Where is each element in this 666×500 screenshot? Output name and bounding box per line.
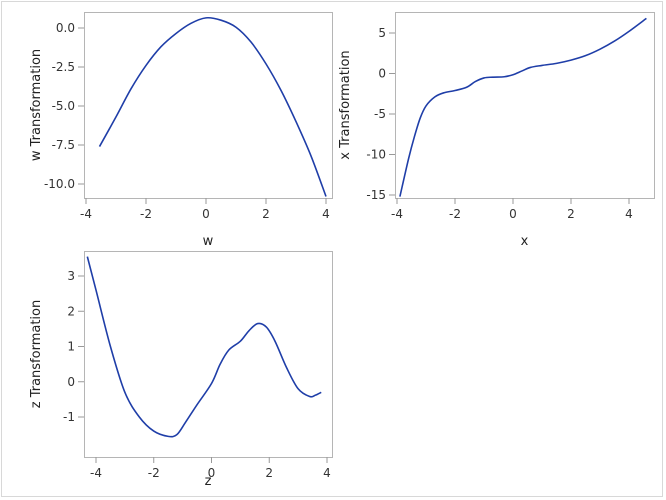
- x-tick-label: -4: [391, 207, 403, 221]
- plot-frame: [84, 251, 333, 458]
- y-tick-label: -2.5: [52, 60, 75, 74]
- x-tick-label: -2: [148, 466, 160, 480]
- x-tick-label: 4: [625, 207, 633, 221]
- y-tick-label: 0: [67, 375, 75, 389]
- x-tick-label: 4: [323, 466, 331, 480]
- series-line: [98, 16, 327, 197]
- x-tick-label: -4: [80, 207, 92, 221]
- y-tick-label: 2: [67, 304, 75, 318]
- x-tick-label: 2: [262, 207, 270, 221]
- y-axis-label: x Transformation: [338, 50, 353, 159]
- y-tick-label: -5.0: [52, 99, 75, 113]
- y-tick-label: -5: [374, 107, 386, 121]
- y-tick-label: 0.0: [56, 21, 75, 35]
- y-tick-label: 0: [378, 67, 386, 81]
- y-tick-label: 1: [67, 340, 75, 354]
- y-tick-label: -1: [63, 410, 75, 424]
- x-tick-label: 0: [509, 207, 517, 221]
- y-tick-label: -15: [366, 188, 386, 202]
- x-tick-label: 2: [567, 207, 575, 221]
- y-tick-label: 3: [67, 269, 75, 283]
- plot-frame: [84, 12, 333, 199]
- x-tick-label: 0: [202, 207, 210, 221]
- y-tick-label: -7.5: [52, 138, 75, 152]
- x-axis-label: x: [521, 234, 529, 249]
- panel-bottom-left: -4 -2 0 2 4 3 2 1 0 -1 z z Transformation: [29, 251, 333, 489]
- panel-top-right: -4 -2 0 2 4 5 0 -5 -10 -15 x x Transformation: [338, 12, 655, 249]
- y-axis-label: w Transformation: [29, 49, 44, 161]
- x-tick-label: -4: [90, 466, 102, 480]
- x-tick-label: 4: [322, 207, 330, 221]
- y-tick-label: -10.0: [44, 177, 75, 191]
- x-tick-label: 2: [265, 466, 273, 480]
- x-tick-label: -2: [449, 207, 461, 221]
- x-axis-label: w: [203, 234, 214, 249]
- x-tick-label: 0: [208, 466, 216, 480]
- y-tick-label: 5: [378, 26, 386, 40]
- series-line: [399, 17, 647, 197]
- series-line: [86, 256, 322, 438]
- y-axis-label: z Transformation: [29, 300, 44, 409]
- y-tick-label: -10: [366, 148, 386, 162]
- x-tick-label: -2: [140, 207, 152, 221]
- x-axis-label: z: [205, 474, 212, 489]
- panel-top-left: -4 -2 0 2 4 0.0 -2.5 -5.0 -7.5 -10.0 w w Transforma…: [29, 12, 333, 249]
